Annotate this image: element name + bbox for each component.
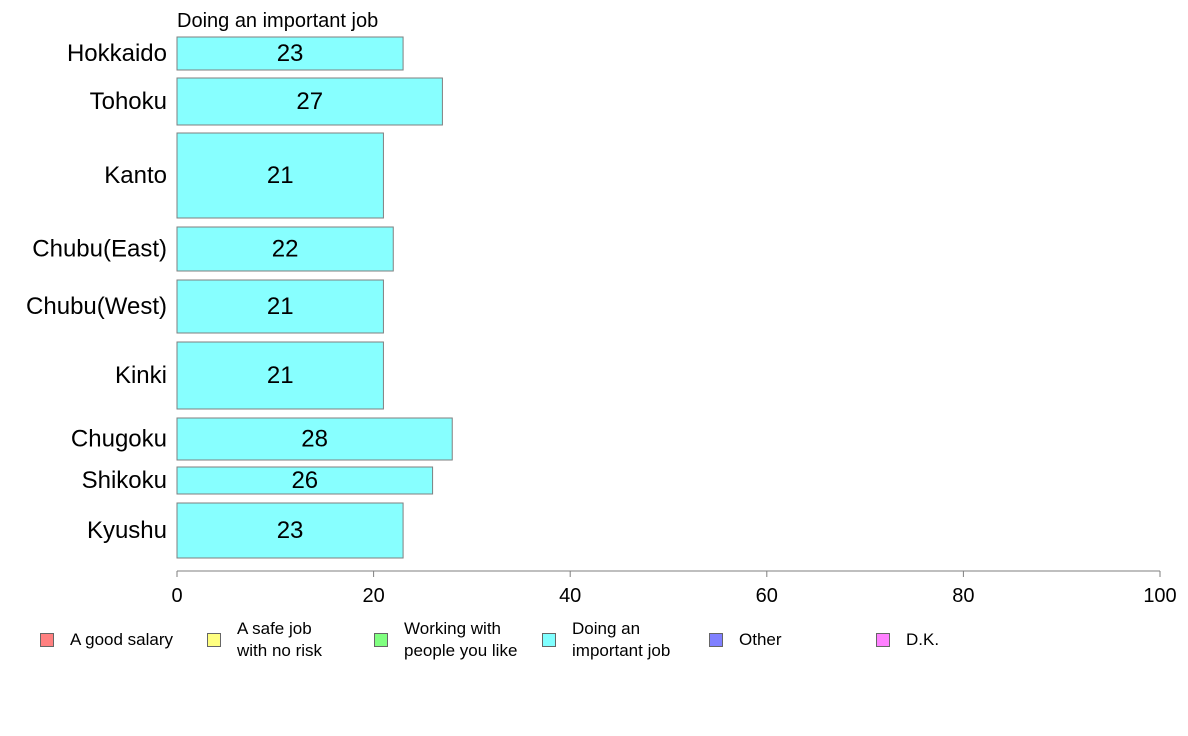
category-label: Tohoku xyxy=(90,88,167,115)
value-label: 26 xyxy=(291,467,318,494)
chart-title: Doing an important job xyxy=(177,10,378,32)
legend-swatch xyxy=(40,633,54,647)
value-label: 21 xyxy=(267,162,294,189)
value-labels: 23 27 21 22 21 21 28 26 23 xyxy=(267,40,328,544)
x-tick-label: 40 xyxy=(559,585,581,607)
legend-item: Working with people you like xyxy=(374,618,517,662)
bar-kyushu xyxy=(176,502,404,559)
legend-item: Other xyxy=(709,618,782,651)
category-label: Kyushu xyxy=(87,517,167,544)
value-label: 22 xyxy=(272,236,299,263)
value-label: 23 xyxy=(277,40,304,67)
value-label: 21 xyxy=(267,362,294,389)
category-label: Chugoku xyxy=(71,426,167,453)
legend-label: Other xyxy=(739,630,782,649)
value-label: 28 xyxy=(301,426,328,453)
bar-chart: Doing an important job Hokkaido Tohoku Kan… xyxy=(26,10,1177,607)
category-label: Kanto xyxy=(104,162,167,189)
category-label: Kinki xyxy=(115,362,167,389)
legend-item: A safe job with no risk xyxy=(207,618,322,662)
category-label: Chubu(West) xyxy=(26,293,167,320)
bar-tohoku xyxy=(176,77,443,126)
value-label: 23 xyxy=(277,517,304,544)
legend-label: A good salary xyxy=(70,630,174,649)
bar-shikoku xyxy=(176,466,434,495)
x-tick-label: 100 xyxy=(1143,585,1176,607)
legend-label: Doing an important job xyxy=(572,619,671,660)
bar-chubu-west xyxy=(176,279,384,334)
category-label: Shikoku xyxy=(82,467,167,494)
bar-chugoku xyxy=(176,417,453,461)
legend-swatch xyxy=(374,633,388,647)
legend-label: Working with people you like xyxy=(404,619,518,660)
x-tick-label: 20 xyxy=(362,585,384,607)
category-label: Hokkaido xyxy=(67,40,167,67)
category-label: Chubu(East) xyxy=(32,236,167,263)
x-axis: 0 20 40 60 80 100 xyxy=(171,570,1177,607)
x-tick-label: 60 xyxy=(756,585,778,607)
x-tick-label: 0 xyxy=(171,585,182,607)
x-tick-label: 80 xyxy=(952,585,974,607)
bar-chubu-east xyxy=(176,226,394,272)
legend: A good salary A safe job with no risk Work… xyxy=(0,618,1188,678)
legend-swatch xyxy=(709,633,723,647)
legend-swatch xyxy=(542,633,556,647)
bar-hokkaido xyxy=(176,36,404,71)
bar-kanto xyxy=(176,132,384,219)
legend-label: A safe job with no risk xyxy=(237,619,323,660)
bar-kinki xyxy=(176,341,384,410)
legend-item: D.K. xyxy=(876,618,939,651)
legend-item: A good salary xyxy=(40,618,173,651)
category-labels: Hokkaido Tohoku Kanto Chubu(East) Chubu(West… xyxy=(26,40,167,544)
legend-swatch xyxy=(876,633,890,647)
bars-group xyxy=(176,36,453,559)
value-label: 21 xyxy=(267,293,294,320)
legend-item: Doing an important job xyxy=(542,618,670,662)
legend-label: D.K. xyxy=(906,630,940,649)
legend-swatch xyxy=(207,633,221,647)
value-label: 27 xyxy=(296,88,323,115)
